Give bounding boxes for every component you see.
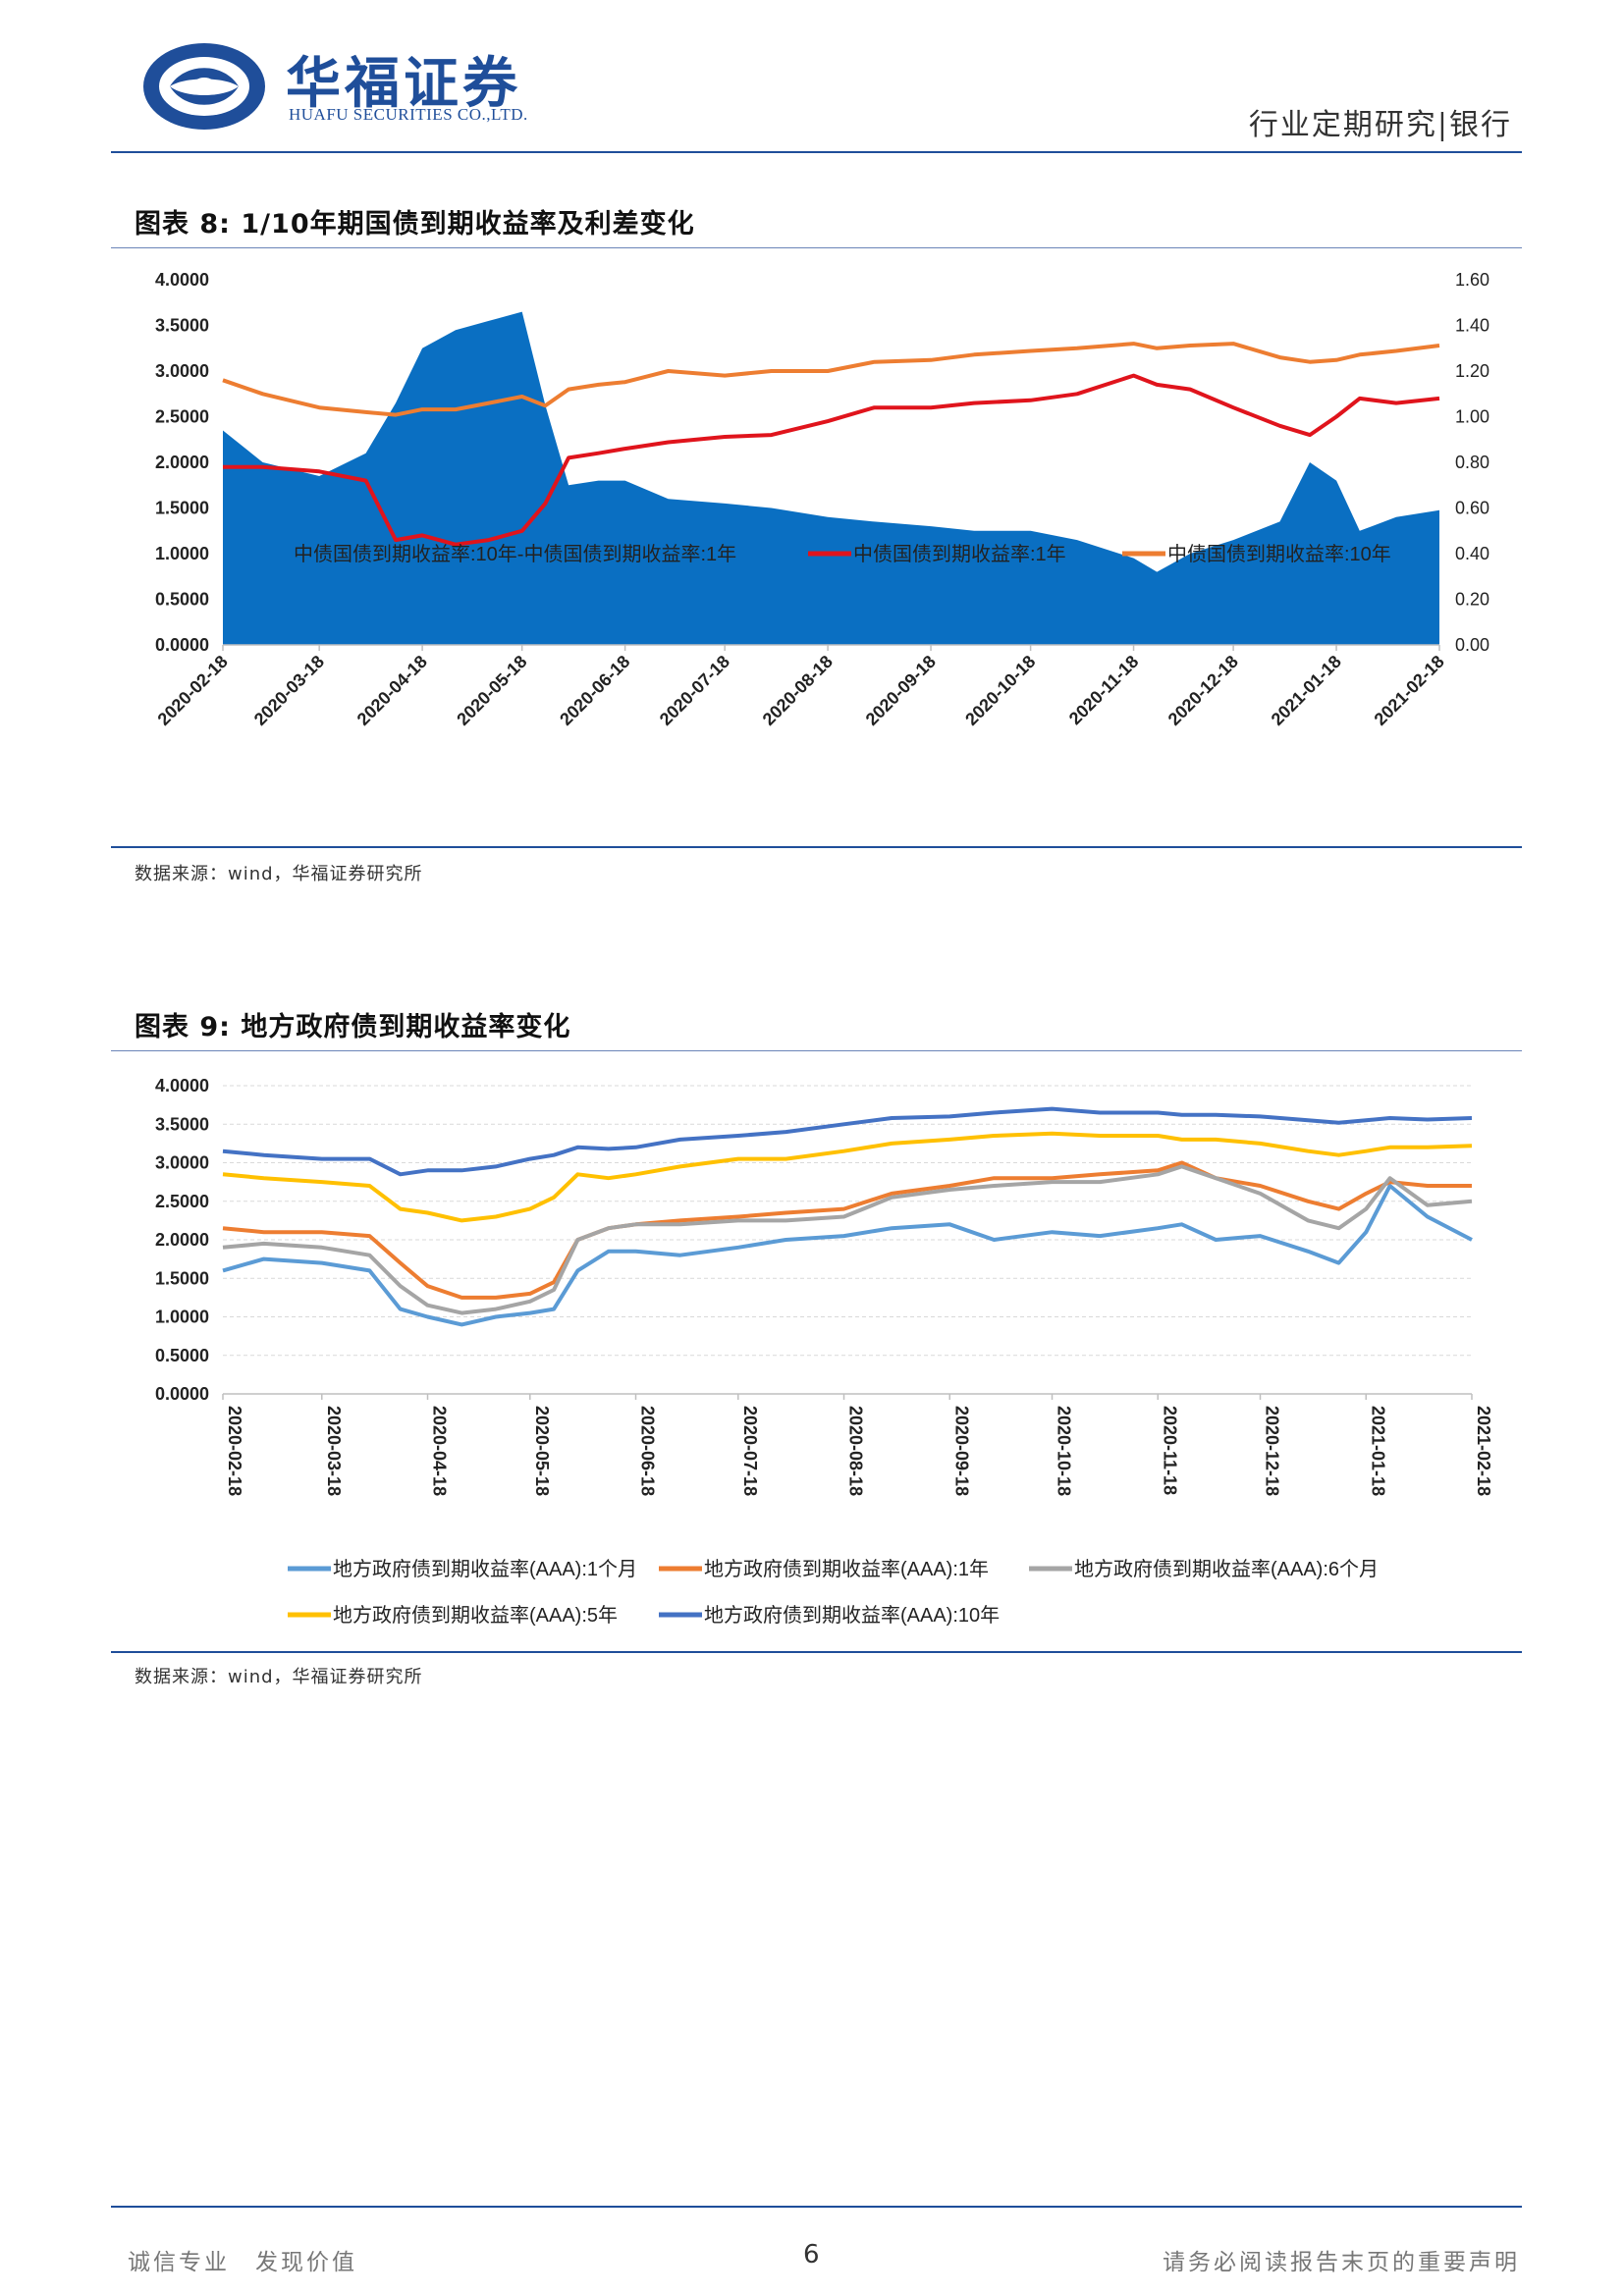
x-tick-label: 2020-08-18 [759, 652, 837, 729]
x-tick-label: 2020-05-18 [453, 652, 530, 729]
x-tick-label: 2020-03-18 [324, 1406, 344, 1496]
y-tick-label: 2.5000 [155, 1192, 209, 1211]
huafu-logo-icon [143, 43, 265, 130]
y2-tick-label: 0.60 [1455, 499, 1489, 518]
y2-tick-label: 0.00 [1455, 635, 1489, 655]
y2-tick-label: 1.40 [1455, 316, 1489, 336]
y-tick-label: 0.0000 [155, 1384, 209, 1404]
x-tick-label: 2020-10-18 [1055, 1406, 1074, 1496]
series-line-2 [222, 1164, 1473, 1315]
series-line-2 [222, 342, 1440, 417]
x-tick-label: 2020-06-18 [556, 652, 633, 729]
x-tick-label: 2020-07-18 [740, 1406, 760, 1496]
legend-label: 地方政府债到期收益率(AAA):10年 [704, 1604, 1000, 1627]
y2-tick-label: 0.20 [1455, 590, 1489, 610]
x-tick-label: 2020-09-18 [951, 1406, 971, 1496]
y-tick-label: 0.5000 [155, 590, 209, 610]
x-tick-label: 2020-07-18 [656, 652, 733, 729]
series-line-1 [222, 1160, 1472, 1300]
y-tick-label: 1.5000 [155, 499, 209, 518]
x-tick-label: 2021-02-18 [1474, 1406, 1493, 1496]
figure8-source: 数据来源：wind，华福证券研究所 [135, 864, 423, 884]
y-tick-label: 1.0000 [155, 1308, 209, 1327]
x-tick-label: 2020-10-18 [961, 652, 1039, 729]
x-tick-label: 2020-09-18 [862, 652, 940, 729]
legend-label: 地方政府债到期收益率(AAA):1个月 [333, 1558, 637, 1580]
page-number: 6 [803, 2240, 820, 2269]
y-tick-label: 2.0000 [155, 1230, 209, 1250]
y-tick-label: 2.5000 [155, 407, 209, 427]
figure8-chart: 0.0000 0.5000 1.0000 1.5000 2.0000 2.5000 3.00… [154, 270, 1489, 729]
y2-tick-label: 0.80 [1455, 453, 1489, 472]
y-tick-label: 0.5000 [155, 1346, 209, 1365]
legend-label: 中债国债到期收益率:10年 [1167, 543, 1391, 565]
y2-tick-label: 1.60 [1455, 270, 1489, 290]
y-tick-label: 4.0000 [155, 270, 209, 290]
x-tick-label: 2020-12-18 [1164, 652, 1242, 729]
x-tick-label: 2020-06-18 [638, 1406, 658, 1496]
x-tick-label: 2020-05-18 [532, 1406, 552, 1496]
series-line-4 [222, 1106, 1473, 1177]
header-divider [111, 151, 1522, 153]
legend-label: 地方政府债到期收益率(AAA):1年 [704, 1558, 989, 1580]
y-tick-label: 1.5000 [155, 1268, 209, 1288]
x-tick-label: 2021-02-18 [1371, 652, 1448, 729]
y2-tick-label: 1.00 [1455, 407, 1489, 427]
figure8-bottom-rule [111, 846, 1522, 848]
legend-label: 地方政府债到期收益率(AAA):5年 [333, 1604, 618, 1627]
x-tick-label: 2021-01-18 [1268, 652, 1345, 729]
x-tick-label: 2020-08-18 [846, 1406, 866, 1496]
y-tick-label: 4.0000 [155, 1076, 209, 1095]
legend-swatch [248, 546, 292, 561]
y-tick-label: 3.5000 [155, 1114, 209, 1134]
logo-en-text: HUAFU SECURITIES CO.,LTD. [289, 105, 528, 124]
figure9-title: 图表 9: 地方政府债到期收益率变化 [135, 1012, 571, 1042]
x-tick-label: 2020-02-18 [225, 1406, 244, 1496]
x-tick-label: 2020-12-18 [1263, 1406, 1282, 1496]
footer-divider [111, 2206, 1522, 2208]
x-tick-label: 2020-04-18 [353, 652, 431, 729]
y-tick-label: 3.0000 [155, 361, 209, 381]
figure8-top-rule [111, 247, 1522, 248]
x-tick-label: 2021-01-18 [1368, 1406, 1387, 1496]
figure9-chart: 0.0000 0.5000 1.0000 1.5000 2.0000 2.5000 3.00… [155, 1076, 1493, 1627]
series-line-0 [222, 1184, 1473, 1327]
y-tick-label: 1.0000 [155, 544, 209, 563]
series-line-1 [223, 373, 1440, 547]
report-type: 行业定期研究|银行 [1248, 108, 1512, 142]
y-tick-label: 3.5000 [155, 316, 209, 336]
legend-label: 中债国债到期收益率:1年 [853, 543, 1066, 565]
page-header: 华福证券 HUAFU SECURITIES CO.,LTD. 行业定期研究|银行 [111, 29, 1522, 153]
footer-disclaimer: 请务必阅读报告末页的重要声明 [1163, 2250, 1520, 2275]
series-line-3 [222, 1131, 1473, 1223]
figure9-top-rule [111, 1050, 1522, 1051]
x-tick-label: 2020-11-18 [1065, 652, 1143, 729]
footer-slogan: 诚信专业 发现价值 [128, 2250, 357, 2275]
y-tick-label: 0.0000 [155, 635, 209, 655]
legend-label: 中债国债到期收益率:10年-中债国债到期收益率:1年 [294, 543, 736, 565]
x-tick-label: 2020-02-18 [154, 652, 232, 729]
y2-tick-label: 1.20 [1455, 361, 1489, 381]
y-tick-label: 2.0000 [155, 453, 209, 472]
x-tick-label: 2020-04-18 [430, 1406, 450, 1496]
figure9-source: 数据来源：wind，华福证券研究所 [135, 1667, 423, 1687]
y2-tick-label: 0.40 [1455, 544, 1489, 563]
x-tick-label: 2020-03-18 [250, 652, 328, 729]
x-tick-label: 2020-11-18 [1160, 1406, 1179, 1495]
logo-cn-text: 华福证券 [286, 52, 521, 116]
figure9-bottom-rule [111, 1651, 1522, 1653]
y-tick-label: 3.0000 [155, 1153, 209, 1173]
legend-label: 地方政府债到期收益率(AAA):6个月 [1074, 1558, 1379, 1580]
figure8-title: 图表 8: 1/10年期国债到期收益率及利差变化 [135, 209, 695, 240]
series-area-0 [223, 311, 1439, 645]
